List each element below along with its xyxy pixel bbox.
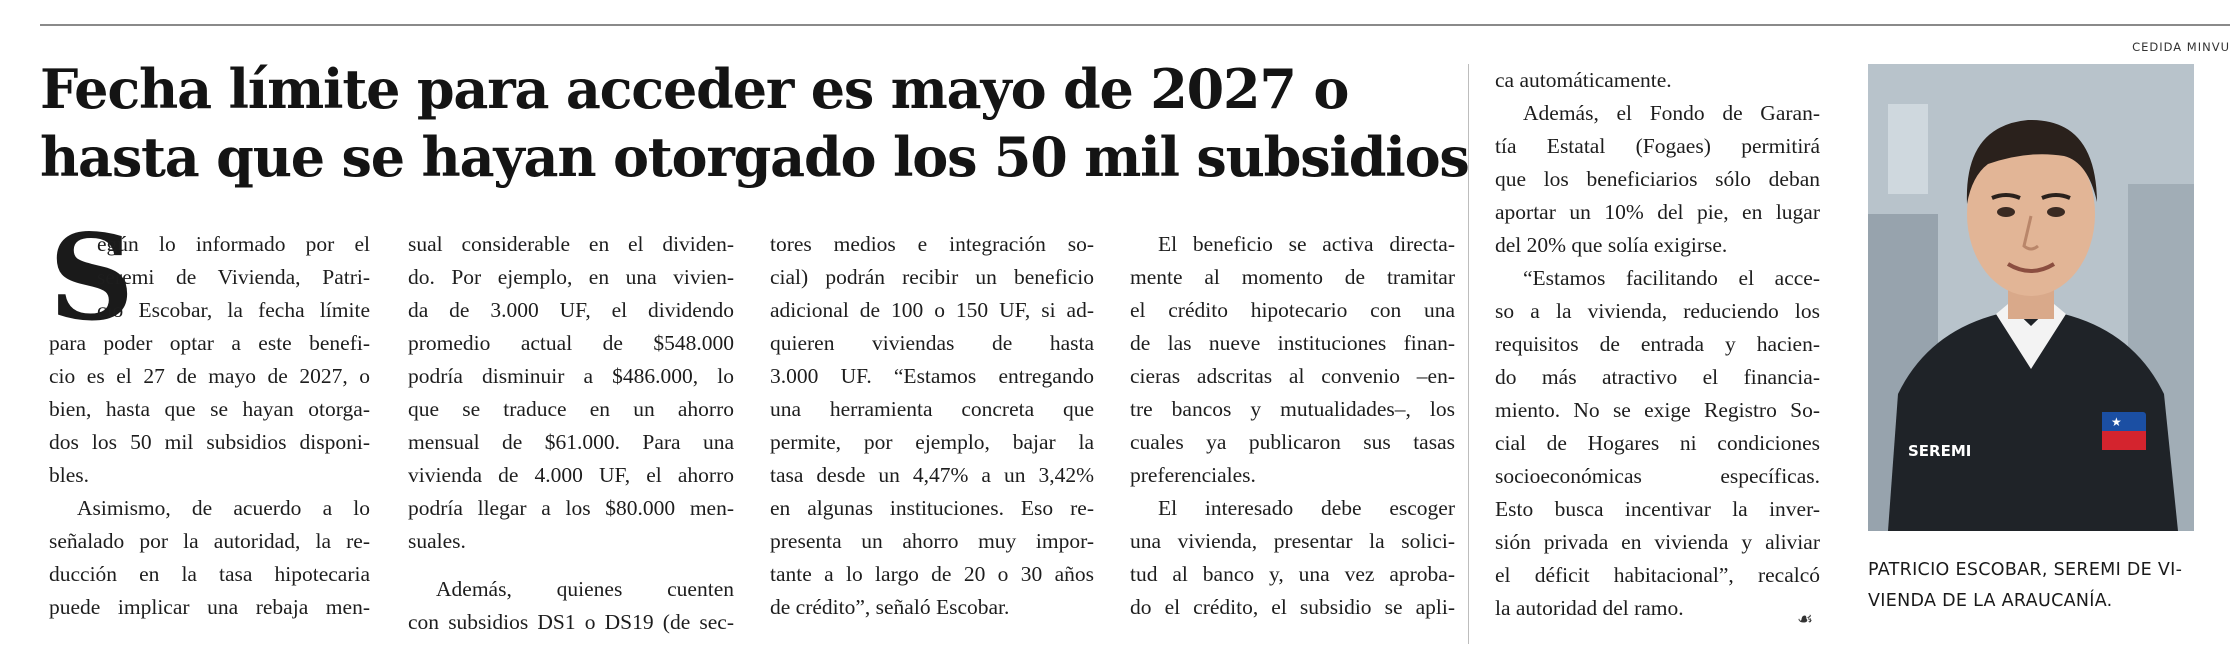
text-line: tud al banco y, una vez aproba- <box>1130 562 1455 586</box>
text-line: la autoridad del ramo. <box>1495 596 1684 620</box>
text-line: cio es el 27 de mayo de 2027, o <box>49 364 370 388</box>
text-line: mente al momento de tramitar <box>1130 265 1455 289</box>
text-line: sual considerable en el dividen- <box>408 232 734 256</box>
text-line: Además, el Fondo de Garan- <box>1523 101 1820 125</box>
headline-line-2: hasta que se hayan otorgado los 50 mil s… <box>40 125 1470 189</box>
text-line: cieras adscritas al convenio –en- <box>1130 364 1455 388</box>
text-line: aportar un 10% del pie, en lugar <box>1495 200 1820 224</box>
text-line: permite, por ejemplo, bajar la <box>770 430 1094 454</box>
text-line: promedio actual de $548.000 <box>408 331 734 355</box>
text-line: una herramienta concreta que <box>770 397 1094 421</box>
drop-cap: S <box>49 208 135 347</box>
text-line: tante a lo largo de 20 o 30 años <box>770 562 1094 586</box>
text-line: de las nueve instituciones finan- <box>1130 331 1455 355</box>
text-line: requisitos de entrada y hacien- <box>1495 332 1820 356</box>
text-line: cial) podrán recibir un beneficio <box>770 265 1094 289</box>
text-line: dos los 50 mil subsidios disponi- <box>49 430 370 454</box>
text-line: puede implicar una rebaja men- <box>49 595 370 619</box>
text-line: adicional de 100 o 150 UF, si ad- <box>770 298 1094 322</box>
article-column-4: El beneficio se activa directa- mente al… <box>1130 228 1455 624</box>
text-line: vivienda de 4.000 UF, el ahorro <box>408 463 734 487</box>
jacket-badge-text: SEREMI <box>1908 442 1971 460</box>
text-line: El beneficio se activa directa- <box>1158 232 1455 256</box>
caption-line-1: PATRICIO ESCOBAR, SEREMI DE VI- <box>1868 560 2183 580</box>
article-column-5: ca automáticamente. Además, el Fondo de … <box>1495 64 1820 625</box>
text-line: da de 3.000 UF, el dividendo <box>408 298 734 322</box>
text-line: suales. <box>408 529 466 553</box>
text-line: Esto busca incentivar la inver- <box>1495 497 1820 521</box>
text-line: egún lo informado por el <box>97 232 370 256</box>
text-line: el crédito hipotecario con una <box>1130 298 1455 322</box>
text-line: so a la vivienda, reduciendo los <box>1495 299 1820 323</box>
text-line: tores medios e integración so- <box>770 232 1094 256</box>
text-line: cio Escobar, la fecha límite <box>97 298 370 322</box>
text-line: do. Por ejemplo, en una vivien- <box>408 265 734 289</box>
article-column-1: egún lo informado por el seremi de Vivie… <box>49 228 370 624</box>
text-line: miento. No se exige Registro So- <box>1495 398 1820 422</box>
text-line: presenta un ahorro muy impor- <box>770 529 1094 553</box>
text-line: del 20% que solía exigirse. <box>1495 233 1728 257</box>
text-line: con subsidios DS1 o DS19 (de sec- <box>408 610 734 634</box>
text-line: seremi de Vivienda, Patri- <box>97 265 370 289</box>
text-line: tre bancos y mutualidades–, los <box>1130 397 1455 421</box>
text-line: mensual de $61.000. Para una <box>408 430 734 454</box>
text-line: para poder optar a este benefi- <box>49 331 370 355</box>
text-line: “Estamos facilitando el acce- <box>1523 266 1820 290</box>
text-line: señalado por la autoridad, la re- <box>49 529 370 553</box>
text-line: socioeconómicas específicas. <box>1495 464 1820 488</box>
portrait-illustration: ★ SEREMI <box>1868 64 2194 531</box>
end-mark-icon: ☙ <box>1797 609 1814 629</box>
text-line: do el crédito, el subsidio se apli- <box>1130 595 1455 619</box>
text-line: ducción en la tasa hipotecaria <box>49 562 370 586</box>
text-line: Asimismo, de acuerdo a lo <box>77 496 370 520</box>
article-column-2: sual considerable en el dividen- do. Por… <box>408 228 734 639</box>
headline: Fecha límite para acceder es mayo de 202… <box>40 55 1480 191</box>
photo-caption: PATRICIO ESCOBAR, SEREMI DE VI- VIENDA D… <box>1868 555 2208 617</box>
text-line: que los beneficiarios sólo deban <box>1495 167 1820 191</box>
text-line: El interesado debe escoger <box>1158 496 1455 520</box>
text-line: bien, hasta que se hayan otorga- <box>49 397 370 421</box>
caption-line-2: VIENDA DE LA ARAUCANÍA. <box>1868 591 2113 611</box>
text-line: do más atractivo el financia- <box>1495 365 1820 389</box>
text-line: cial de Hogares ni condiciones <box>1495 431 1820 455</box>
text-line: de crédito”, señaló Escobar. <box>770 595 1010 619</box>
text-line: bles. <box>49 463 90 487</box>
top-rule <box>40 24 2230 26</box>
text-line: podría llegar a los $80.000 men- <box>408 496 734 520</box>
text-line: cuales ya publicaron sus tasas <box>1130 430 1455 454</box>
column-divider <box>1468 64 1469 644</box>
portrait-photo: ★ SEREMI <box>1868 64 2194 531</box>
text-line: 3.000 UF. “Estamos entregando <box>770 364 1094 388</box>
article-column-3: tores medios e integración so- cial) pod… <box>770 228 1094 624</box>
text-line: que se traduce en un ahorro <box>408 397 734 421</box>
text-line: Además, quienes cuenten <box>436 577 734 601</box>
text-line: podría disminuir a $486.000, lo <box>408 364 734 388</box>
text-line: ca automáticamente. <box>1495 68 1672 92</box>
text-line: tasa desde un 4,47% a un 3,42% <box>770 463 1094 487</box>
text-line: tía Estatal (Fogaes) permitirá <box>1495 134 1820 158</box>
text-line: el déficit habitacional”, recalcó <box>1495 563 1820 587</box>
text-line: preferenciales. <box>1130 463 1256 487</box>
headline-line-1: Fecha límite para acceder es mayo de 202… <box>40 57 1349 121</box>
text-line: quieren viviendas de hasta <box>770 331 1094 355</box>
text-line: en algunas instituciones. Eso re- <box>770 496 1094 520</box>
photo-credit: CEDIDA MINVU <box>2132 40 2230 54</box>
text-line: una vivienda, presentar la solici- <box>1130 529 1455 553</box>
svg-text:★: ★ <box>2111 415 2122 429</box>
text-line: sión privada en vivienda y aliviar <box>1495 530 1820 554</box>
